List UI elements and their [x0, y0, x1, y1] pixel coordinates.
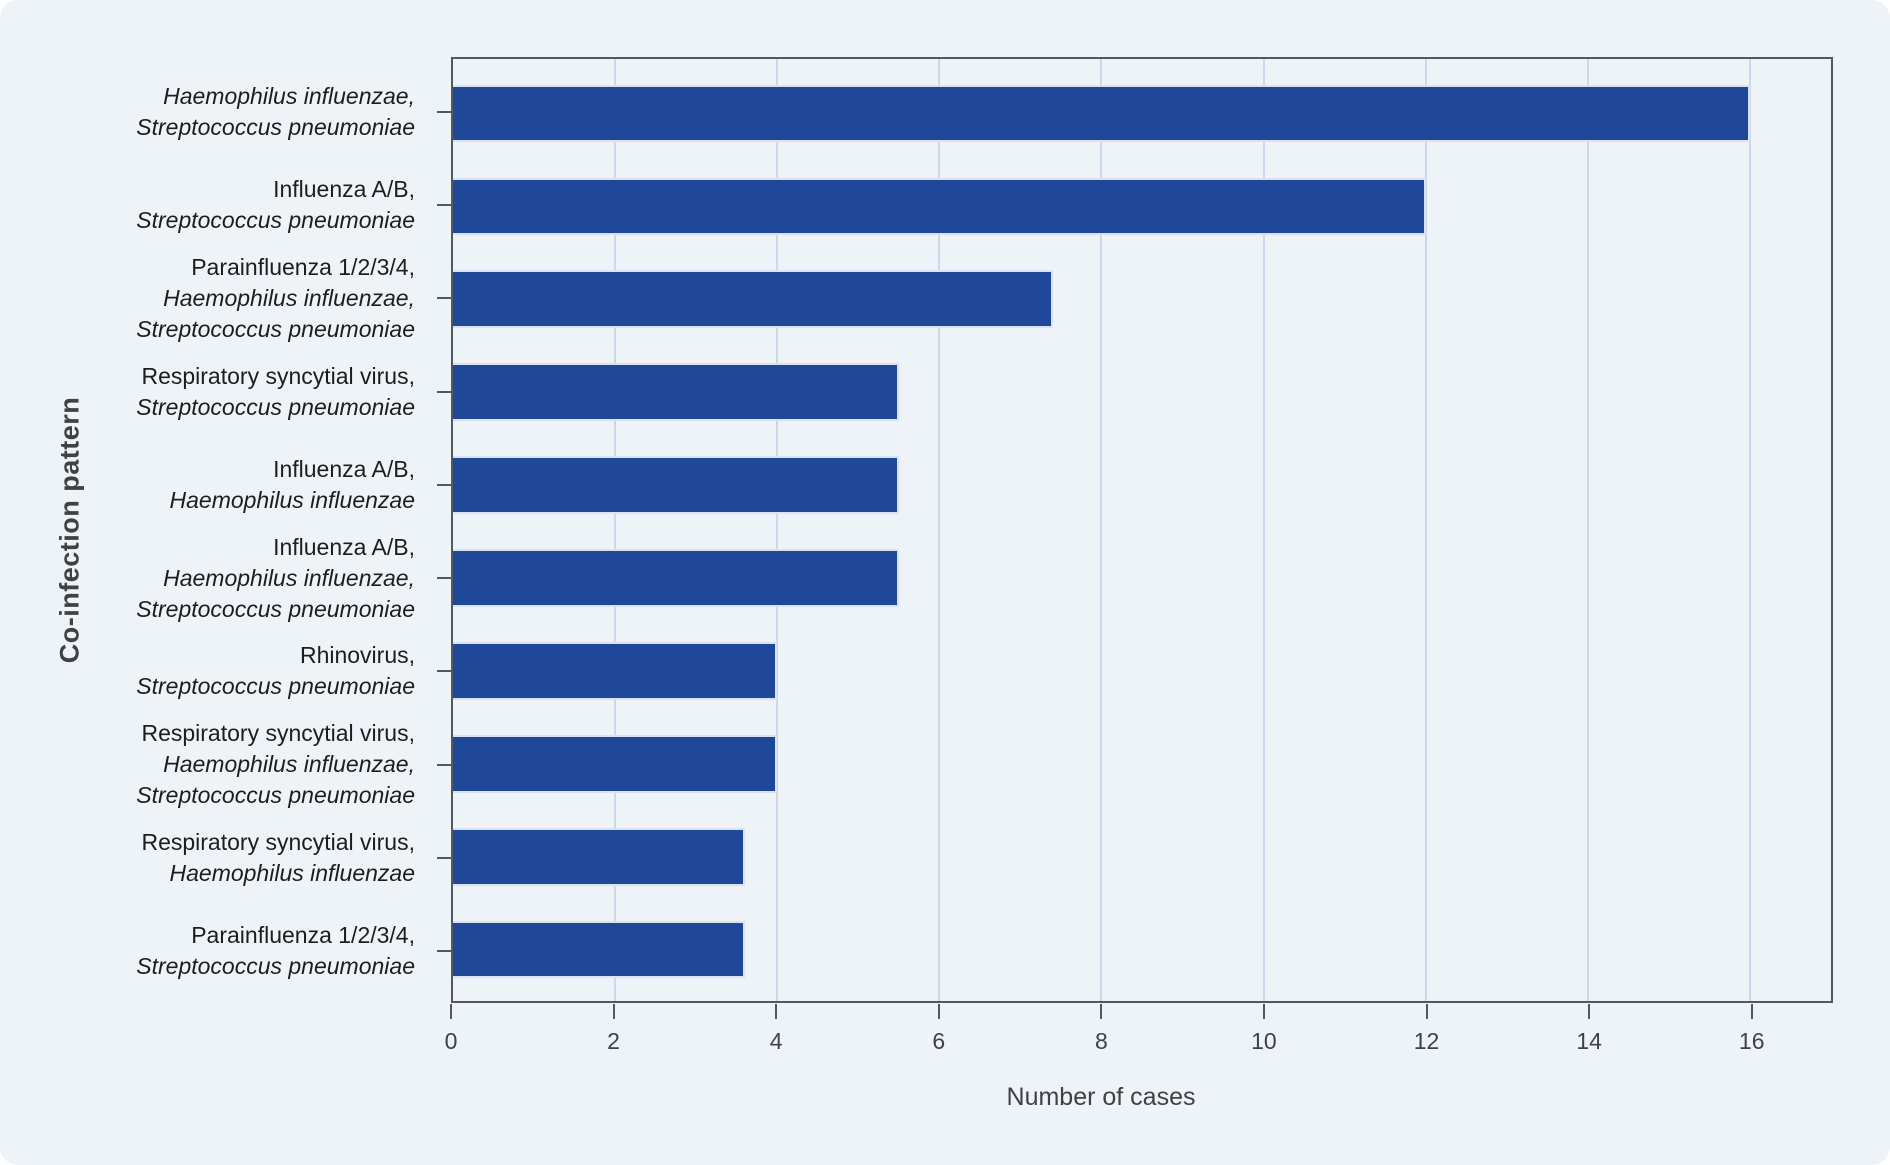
gridline	[938, 59, 941, 1001]
x-tick-label: 8	[1094, 1028, 1108, 1054]
category-label-line: Streptococcus pneumoniae	[136, 206, 415, 233]
category-label-line: Respiratory syncytial virus,	[141, 362, 415, 389]
bar-row	[453, 624, 1831, 717]
category-label-line: Streptococcus pneumoniae	[136, 595, 415, 622]
category-label: Respiratory syncytial virus, Streptococcu…	[0, 345, 433, 438]
category-label-line: Streptococcus pneumoniae	[136, 315, 415, 342]
x-tick-label: 14	[1576, 1028, 1602, 1054]
bar	[453, 363, 899, 421]
plot-area	[451, 57, 1833, 1003]
gridline	[614, 59, 617, 1001]
bar-row	[453, 903, 1831, 996]
y-tick	[437, 857, 452, 860]
bar	[453, 270, 1053, 329]
category-label: Haemophilus influenzae, Streptococcus pne…	[0, 65, 433, 158]
bar	[453, 920, 745, 979]
x-tick-label: 4	[769, 1028, 783, 1054]
category-label: Influenza A/B, Haemophilus influenzae, Str…	[0, 531, 433, 624]
bar-rows	[453, 67, 1831, 996]
category-label-line: Haemophilus influenzae,	[163, 82, 415, 109]
bar-row	[453, 810, 1831, 903]
category-label-line: Streptococcus pneumoniae	[136, 673, 415, 700]
y-tick	[437, 390, 452, 393]
category-label: Parainfluenza 1/2/3/4, Haemophilus influe…	[0, 252, 433, 345]
x-tick	[775, 1004, 778, 1019]
bar	[453, 549, 899, 607]
y-tick	[437, 483, 452, 486]
x-tick	[1262, 1004, 1265, 1019]
x-tick-label: 0	[444, 1028, 458, 1054]
x-tick	[1750, 1004, 1753, 1019]
x-tick-label: 10	[1251, 1028, 1277, 1054]
category-label: Influenza A/B, Streptococcus pneumoniae	[0, 158, 433, 251]
category-label-line: Streptococcus pneumoniae	[136, 393, 415, 420]
x-tick	[1588, 1004, 1591, 1019]
bar	[453, 827, 745, 886]
y-tick	[437, 577, 452, 580]
gridline	[776, 59, 779, 1001]
y-tick	[437, 670, 452, 673]
category-label-line: Respiratory syncytial virus,	[141, 720, 415, 747]
category-label-line: Respiratory syncytial virus,	[141, 829, 415, 856]
category-label: Rhinovirus, Streptococcus pneumoniae	[0, 625, 433, 718]
category-label: Parainfluenza 1/2/3/4, Streptococcus pneu…	[0, 905, 433, 998]
x-tick	[1425, 1004, 1428, 1019]
category-label-line: Streptococcus pneumoniae	[136, 953, 415, 980]
bar-row	[453, 532, 1831, 625]
category-label-line: Haemophilus influenzae,	[163, 751, 415, 778]
category-label: Respiratory syncytial virus, Haemophilus …	[0, 718, 433, 811]
bar-row	[453, 439, 1831, 532]
gridline	[1424, 59, 1427, 1001]
x-tick	[937, 1004, 940, 1019]
category-label-line: Haemophilus influenzae	[169, 486, 416, 513]
category-label-line: Parainfluenza 1/2/3/4,	[191, 253, 415, 280]
gridline	[1748, 59, 1751, 1001]
y-axis-labels: Haemophilus influenzae, Streptococcus pne…	[0, 65, 433, 998]
category-label-line: Haemophilus influenzae,	[163, 284, 415, 311]
bar	[453, 84, 1750, 143]
category-label: Influenza A/B, Haemophilus influenzae	[0, 438, 433, 531]
category-label-line: Streptococcus pneumoniae	[136, 782, 415, 809]
y-tick	[437, 203, 452, 206]
category-label: Respiratory syncytial virus, Haemophilus …	[0, 811, 433, 904]
bar-row	[453, 67, 1831, 160]
x-tick	[450, 1004, 452, 1019]
bar	[453, 456, 899, 514]
category-label-line: Parainfluenza 1/2/3/4,	[191, 922, 415, 949]
x-tick	[612, 1004, 615, 1019]
category-label-line: Haemophilus influenzae	[169, 860, 416, 887]
category-label-line: Influenza A/B,	[273, 175, 415, 202]
bar	[453, 642, 778, 700]
bar-row	[453, 160, 1831, 253]
category-label-line: Influenza A/B,	[273, 533, 415, 560]
y-tick	[437, 297, 452, 300]
y-tick	[437, 110, 452, 113]
category-label-line: Streptococcus pneumoniae	[136, 113, 415, 140]
bar-row	[453, 346, 1831, 439]
y-tick	[437, 950, 452, 953]
bar	[453, 735, 778, 793]
x-tick	[1100, 1004, 1103, 1019]
category-label-line: Influenza A/B,	[273, 455, 415, 482]
x-tick-label: 6	[932, 1028, 946, 1054]
bar-row	[453, 253, 1831, 346]
category-label-line: Rhinovirus,	[299, 642, 415, 669]
x-axis-title: Number of cases	[1006, 1083, 1196, 1111]
y-tick	[437, 763, 452, 766]
x-tick-label: 12	[1413, 1028, 1440, 1054]
gridline	[1100, 59, 1103, 1001]
bar	[453, 177, 1426, 236]
x-tick-label: 16	[1738, 1028, 1765, 1054]
category-label-line: Haemophilus influenzae,	[163, 564, 415, 591]
bar-row	[453, 717, 1831, 810]
gridline	[1586, 59, 1589, 1001]
x-tick-label: 2	[607, 1028, 620, 1054]
gridline	[1262, 59, 1265, 1001]
